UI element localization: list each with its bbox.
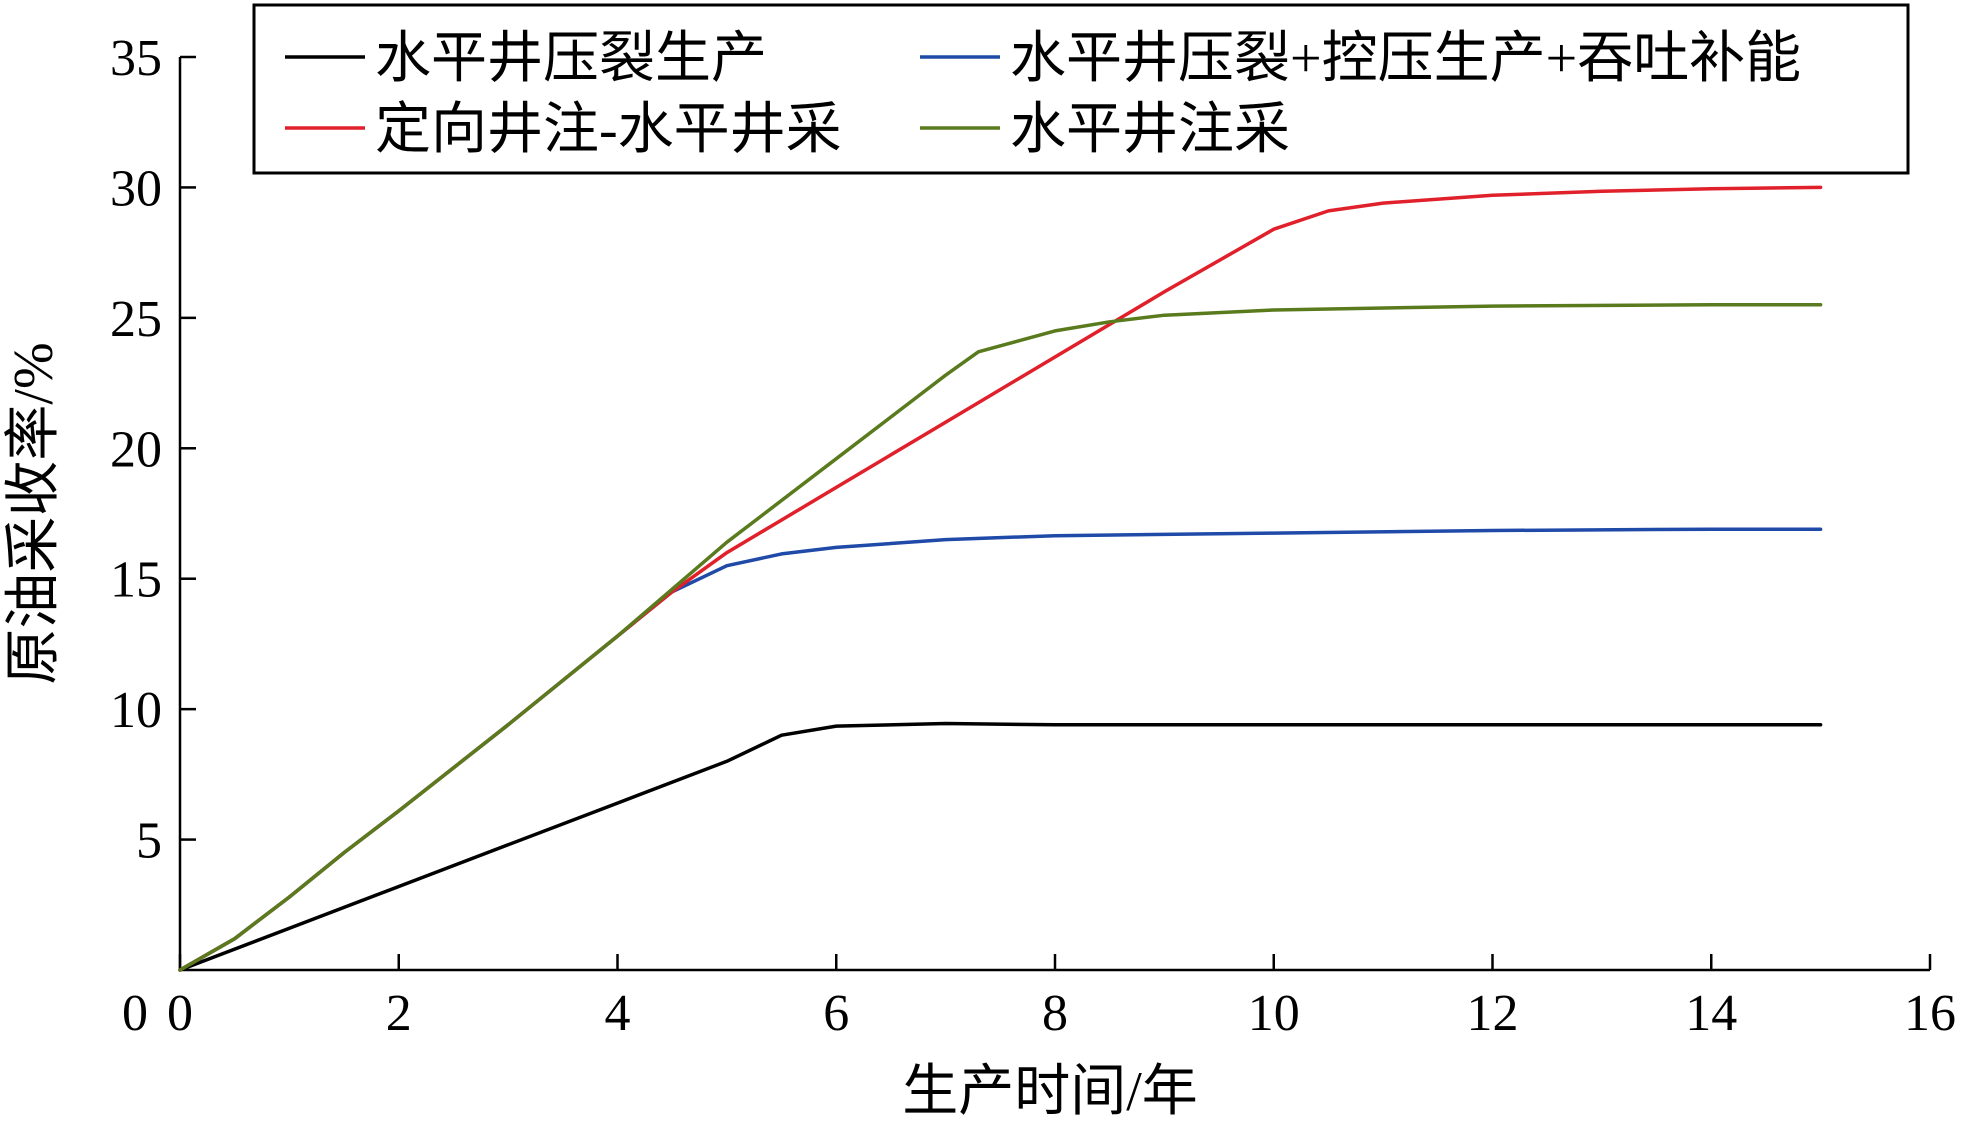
x-tick-label: 12 [1467,985,1519,1042]
x-tick-label: 2 [386,985,412,1042]
legend-label-1: 水平井压裂生产 [375,28,767,90]
y-tick-label: 10 [110,682,162,739]
legend-label-3: 定向井注-水平井采 [375,99,842,161]
y-tick-label: 5 [136,813,162,870]
series-layer [178,185,1823,972]
axes: 0 2 4 6 8 10 12 14 16 5 10 15 20 25 30 35 生产时间/年 原油采收率/% 0 [3,30,1956,1123]
y-axis-title: 原油采收率/% [3,342,65,684]
y-tick-label: 20 [110,421,162,478]
origin-label: 0 [122,985,148,1042]
y-tick-label: 30 [110,160,162,217]
y-tick-label: 35 [110,30,162,87]
series-line-1 [178,721,1823,972]
x-tick-label: 0 [167,985,193,1042]
x-tick-label: 8 [1042,985,1068,1042]
y-tick-label: 15 [110,552,162,609]
y-tick-label: 25 [110,291,162,348]
x-tick-label: 4 [605,985,631,1042]
x-tick-label: 14 [1685,985,1737,1042]
legend-label-2: 水平井压裂+控压生产+吞吐补能 [1010,28,1801,90]
x-tick-label: 16 [1904,985,1956,1042]
x-tick-label: 10 [1248,985,1300,1042]
series-line-2 [178,527,1823,972]
x-tick-label: 6 [823,985,849,1042]
series-line-4 [178,303,1823,972]
legend-box [252,3,1910,175]
legend-label-4: 水平井注采 [1010,99,1290,161]
x-axis-title: 生产时间/年 [902,1061,1198,1123]
